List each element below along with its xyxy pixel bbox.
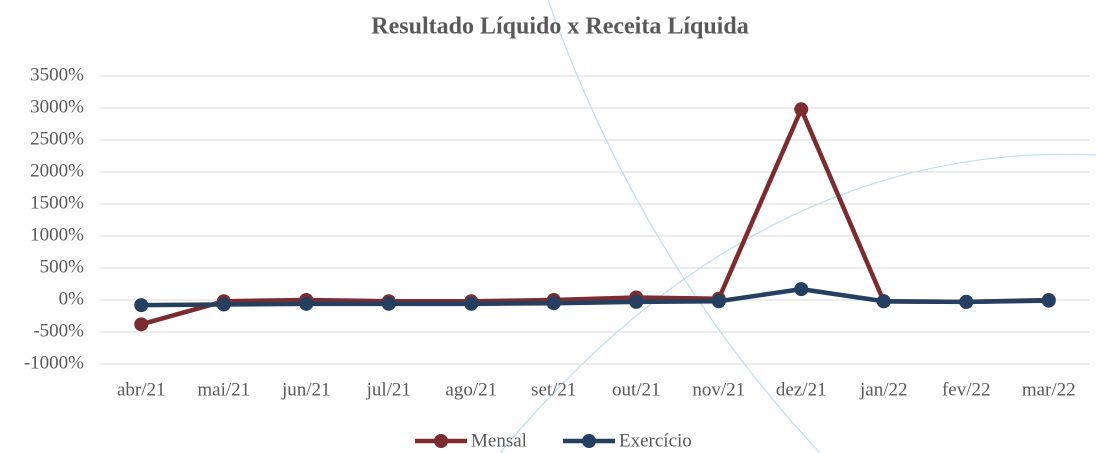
x-tick-label: jan/22 <box>859 379 908 400</box>
chart-title: Resultado Líquido x Receita Líquida <box>371 14 748 40</box>
legend-label: Exercício <box>619 430 692 451</box>
y-tick-label: 3500% <box>30 64 84 85</box>
x-tick-label: ago/21 <box>445 379 497 400</box>
series-line <box>141 286 1049 308</box>
x-tick-label: set/21 <box>531 379 576 400</box>
point <box>381 296 396 311</box>
x-tick-label: mai/21 <box>197 379 250 400</box>
y-tick-label: -1000% <box>24 352 84 373</box>
x-tick-label: jun/21 <box>281 379 331 400</box>
point <box>629 294 644 309</box>
x-tick-label: fev/22 <box>942 379 991 400</box>
point <box>216 297 231 312</box>
point <box>876 294 891 309</box>
point <box>1041 293 1056 308</box>
point <box>794 282 809 297</box>
point <box>711 294 726 309</box>
y-tick-label: 2000% <box>30 160 84 181</box>
point <box>464 296 479 311</box>
point <box>134 298 149 313</box>
x-tick-label: abr/21 <box>117 379 166 400</box>
y-tick-label: 3000% <box>30 96 84 117</box>
x-tick-label: out/21 <box>612 379 661 400</box>
y-tick-label: 1500% <box>30 192 84 213</box>
y-tick-label: 2500% <box>30 128 84 149</box>
point <box>959 294 974 309</box>
point <box>794 102 809 117</box>
series-line <box>140 107 1049 327</box>
legend-marker <box>582 434 596 448</box>
legend-marker <box>434 434 448 448</box>
legend-label: Mensal <box>471 430 527 451</box>
y-tick-label: 0% <box>59 288 85 309</box>
point <box>299 296 314 311</box>
point <box>546 296 561 311</box>
y-tick-label: 1000% <box>30 224 84 245</box>
x-tick-label: dez/21 <box>776 379 827 400</box>
y-tick-label: -500% <box>33 320 84 341</box>
point <box>134 317 149 332</box>
decor-arc <box>499 153 1096 453</box>
y-tick-label: 500% <box>40 256 85 277</box>
decor-arc <box>547 0 821 453</box>
x-tick-label: jul/21 <box>366 379 411 400</box>
x-tick-label: mar/22 <box>1022 379 1076 400</box>
x-tick-label: nov/21 <box>692 379 745 400</box>
